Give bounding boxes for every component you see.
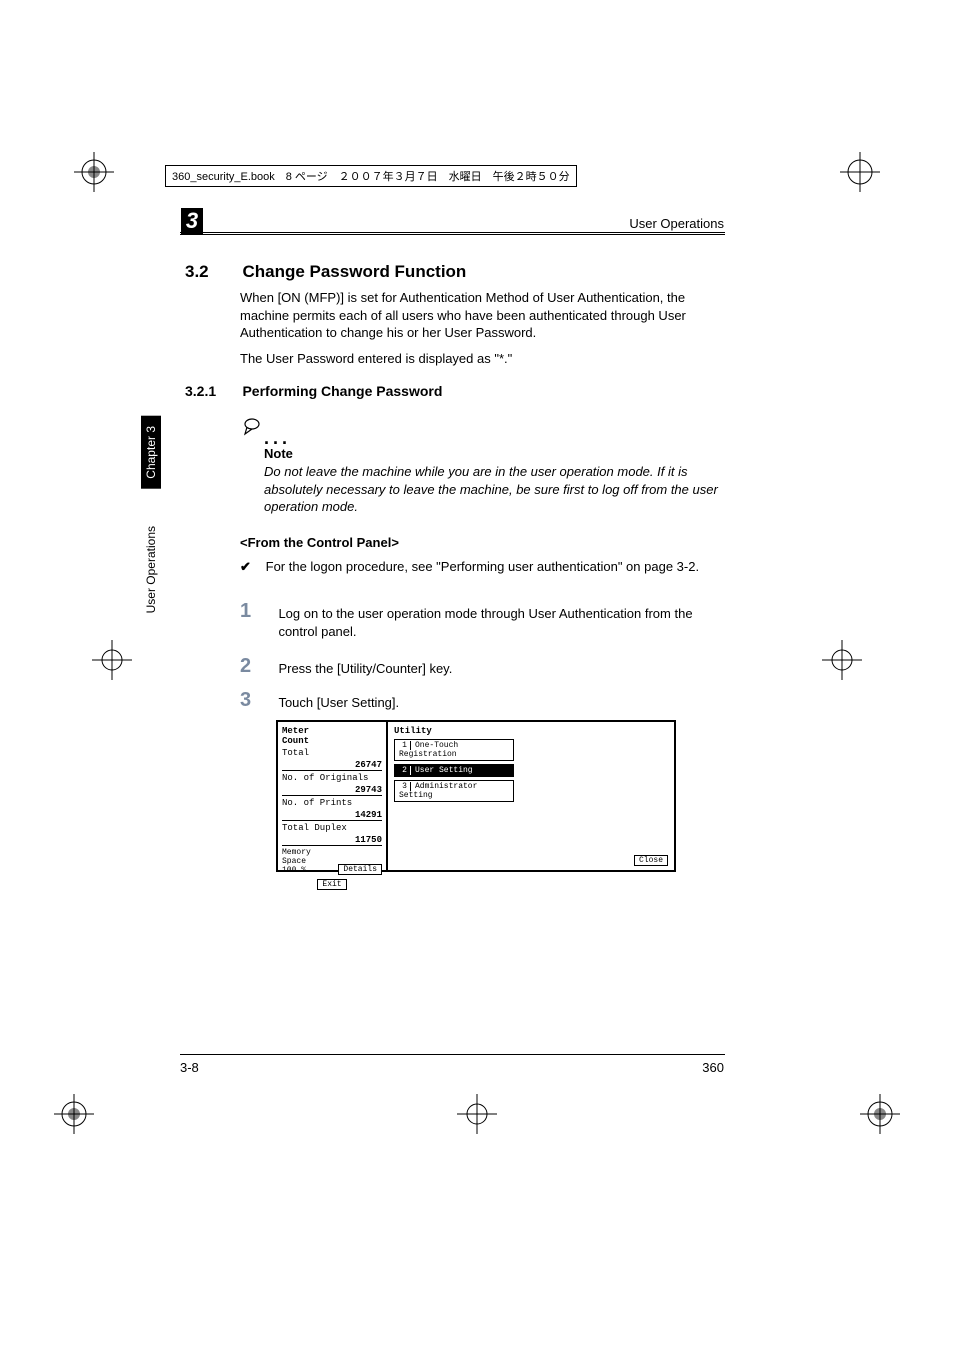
menu-item-label: User Setting <box>415 766 473 775</box>
meter-row-value: 26747 <box>282 760 382 771</box>
subsection-heading: 3.2.1 Performing Change Password <box>185 383 442 401</box>
procedure-heading: <From the Control Panel> <box>240 535 399 550</box>
utility-title: Utility <box>394 726 670 736</box>
step-number: 3 <box>240 690 274 710</box>
menu-item-number: 2 <box>399 766 411 775</box>
device-screenshot: Meter Count Total 26747 No. of Originals… <box>276 720 676 872</box>
footer-rule <box>180 1054 725 1055</box>
menu-item-number: 3 <box>399 782 411 791</box>
subsection-number: 3.2.1 <box>185 383 238 399</box>
registration-mark <box>457 1094 497 1134</box>
meter-row-label: Total <box>282 748 382 758</box>
registration-mark <box>840 152 880 192</box>
page: 360_security_E.book 8 ページ ２００７年３月７日 水曜日 … <box>0 0 954 1350</box>
registration-mark <box>860 1094 900 1134</box>
chapter-number-badge: 3 <box>181 208 203 234</box>
checkmark-icon: ✔ <box>240 558 262 576</box>
cross-reference: ✔ For the logon procedure, see "Performi… <box>240 558 720 576</box>
meter-count-panel: Meter Count Total 26747 No. of Originals… <box>278 722 388 870</box>
cross-reference-text: For the logon procedure, see "Performing… <box>266 558 716 576</box>
step-number: 2 <box>240 656 274 676</box>
utility-menu-item[interactable]: 1One-Touch Registration <box>394 739 514 761</box>
step-number: 1 <box>240 601 274 621</box>
note-icon <box>242 416 262 441</box>
meter-row-value: 11750 <box>282 835 382 846</box>
step: 1 Log on to the user operation mode thro… <box>240 601 720 640</box>
memory-label: Memory Space100 % <box>282 848 311 875</box>
subsection-title: Performing Change Password <box>242 383 442 399</box>
details-button[interactable]: Details <box>338 864 382 875</box>
step-text: Press the [Utility/Counter] key. <box>278 656 718 678</box>
step-text: Log on to the user operation mode throug… <box>278 601 718 640</box>
close-button[interactable]: Close <box>634 855 668 866</box>
meter-row-label: Total Duplex <box>282 823 382 833</box>
page-number: 3-8 <box>180 1060 199 1075</box>
side-tab-chapter: Chapter 3 <box>141 416 161 489</box>
exit-button[interactable]: Exit <box>317 879 346 890</box>
running-head: User Operations <box>629 216 724 231</box>
note-label: Note <box>264 446 293 461</box>
meter-count-title: Meter Count <box>282 726 382 746</box>
section-paragraph: When [ON (MFP)] is set for Authenticatio… <box>240 289 720 342</box>
step-text: Touch [User Setting]. <box>278 690 718 712</box>
meter-row-label: No. of Prints <box>282 798 382 808</box>
step: 2 Press the [Utility/Counter] key. <box>240 656 720 678</box>
utility-panel: Utility 1One-Touch Registration 2 User Se… <box>390 722 674 870</box>
meter-row-label: No. of Originals <box>282 773 382 783</box>
side-tab-section: User Operations <box>141 516 161 623</box>
note-text: Do not leave the machine while you are i… <box>264 463 724 516</box>
file-info: 360_security_E.book 8 ページ ２００７年３月７日 水曜日 … <box>165 165 577 187</box>
registration-mark <box>92 640 132 680</box>
header-rule <box>180 232 725 235</box>
utility-menu-item[interactable]: 3Administrator Setting <box>394 780 514 802</box>
registration-mark <box>54 1094 94 1134</box>
section-title: Change Password Function <box>242 262 466 282</box>
meter-row-value: 14291 <box>282 810 382 821</box>
section-heading: 3.2 Change Password Function <box>185 262 466 282</box>
registration-mark <box>822 640 862 680</box>
section-paragraph: The User Password entered is displayed a… <box>240 350 720 368</box>
step: 3 Touch [User Setting]. <box>240 690 720 712</box>
model-number: 360 <box>702 1060 724 1075</box>
utility-menu-item-selected[interactable]: 2 User Setting <box>394 764 514 777</box>
section-number: 3.2 <box>185 262 238 282</box>
menu-item-number: 1 <box>399 741 411 750</box>
registration-mark <box>74 152 114 192</box>
meter-row-value: 29743 <box>282 785 382 796</box>
